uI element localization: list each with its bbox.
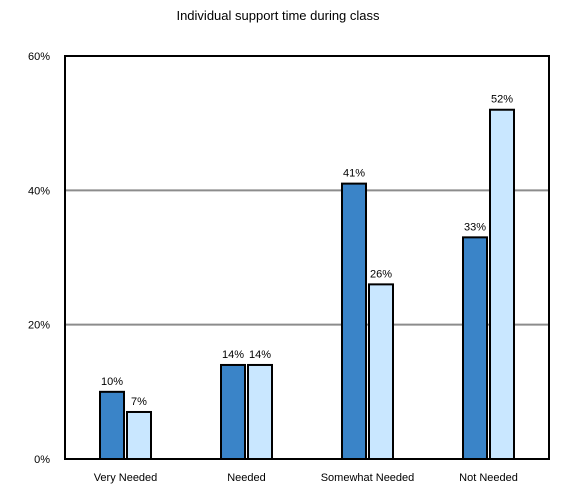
data-label: 33% bbox=[464, 221, 486, 233]
y-tick-label: 60% bbox=[28, 51, 50, 63]
bar bbox=[247, 363, 273, 461]
data-label: 41% bbox=[343, 168, 365, 180]
bar bbox=[462, 236, 488, 460]
y-tick-label: 40% bbox=[28, 185, 50, 197]
bar bbox=[126, 410, 152, 461]
data-label: 7% bbox=[131, 396, 147, 408]
bar bbox=[99, 390, 125, 461]
x-category-label: Not Needed bbox=[459, 472, 518, 484]
x-category-label: Somewhat Needed bbox=[321, 472, 415, 484]
chart-title: Individual support time during class bbox=[176, 8, 380, 23]
x-category-label: Very Needed bbox=[94, 472, 158, 484]
y-tick-label: 0% bbox=[34, 454, 50, 466]
plot-frame bbox=[64, 55, 550, 460]
bar bbox=[341, 182, 367, 460]
bar bbox=[489, 108, 515, 460]
data-label: 52% bbox=[491, 94, 513, 106]
bars bbox=[99, 108, 515, 461]
y-axis-ticks: 0% 20% 40% 60% bbox=[28, 51, 50, 466]
bar bbox=[368, 283, 394, 460]
data-label: 14% bbox=[249, 349, 271, 361]
y-tick-label: 20% bbox=[28, 320, 50, 332]
data-label: 14% bbox=[222, 349, 244, 361]
x-category-label: Needed bbox=[227, 472, 266, 484]
bar bbox=[220, 363, 246, 461]
data-label: 10% bbox=[101, 376, 123, 388]
data-label: 26% bbox=[370, 268, 392, 280]
x-axis-categories: Very Needed Needed Somewhat Needed Not Need… bbox=[94, 472, 518, 484]
data-labels: 10% 7% 14% 14% 41% 26% 33% 52% bbox=[101, 94, 513, 408]
